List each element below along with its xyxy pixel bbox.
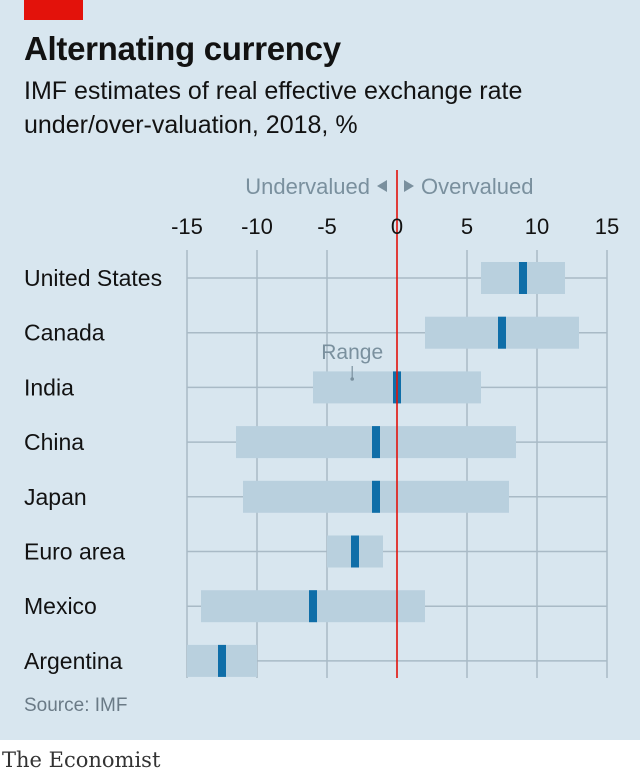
x-tick-label: 10 bbox=[525, 214, 549, 239]
category-label: Euro area bbox=[24, 539, 125, 565]
estimate-marker bbox=[372, 426, 380, 459]
overvalued-label: Overvalued bbox=[421, 174, 534, 199]
category-label: Argentina bbox=[24, 648, 123, 674]
range-bars bbox=[187, 262, 579, 677]
estimate-marker bbox=[372, 480, 380, 513]
estimate-marker bbox=[309, 590, 317, 623]
category-label: Canada bbox=[24, 320, 105, 346]
left-arrow-icon bbox=[377, 180, 387, 192]
estimate-marker bbox=[498, 316, 506, 349]
category-label: United States bbox=[24, 265, 162, 291]
estimate-marker bbox=[351, 535, 359, 568]
x-tick-label: -15 bbox=[171, 214, 203, 239]
x-tick-label: -10 bbox=[241, 214, 273, 239]
chart-subtitle: IMF estimates of real effective exchange… bbox=[24, 77, 523, 139]
chart-title: Alternating currency bbox=[24, 30, 341, 67]
category-label: India bbox=[24, 374, 74, 400]
undervalued-label: Undervalued bbox=[245, 174, 370, 199]
range-annotation: Range bbox=[321, 341, 383, 364]
x-tick-label: 15 bbox=[595, 214, 619, 239]
estimate-markers bbox=[218, 170, 527, 678]
x-tick-label: 0 bbox=[391, 214, 403, 239]
range-pointer-dot bbox=[350, 377, 355, 381]
category-label: Mexico bbox=[24, 593, 97, 619]
estimate-marker bbox=[218, 644, 226, 677]
range-chart: -15 -10 -5 0 5 10 15 United States Canada India Ch… bbox=[24, 170, 619, 678]
economist-logo: The Economist bbox=[2, 748, 161, 772]
category-label: Japan bbox=[24, 484, 87, 510]
source-note: Source: IMF bbox=[24, 695, 128, 716]
x-tick-label: -5 bbox=[317, 214, 337, 239]
right-arrow-icon bbox=[404, 180, 414, 192]
labels: -15 -10 -5 0 5 10 15 United States Canada India Ch… bbox=[24, 174, 619, 674]
brand-red-tab bbox=[24, 0, 83, 20]
x-tick-label: 5 bbox=[461, 214, 473, 239]
estimate-marker bbox=[519, 262, 527, 294]
category-label: China bbox=[24, 429, 84, 455]
